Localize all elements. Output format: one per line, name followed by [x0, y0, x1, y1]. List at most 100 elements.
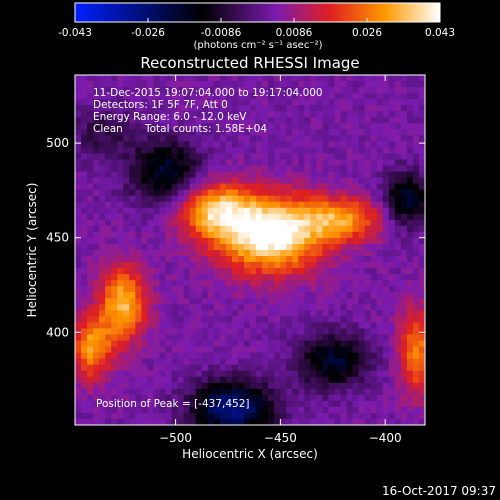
heatmap-cell — [286, 418, 293, 426]
heatmap-cell — [171, 135, 178, 142]
heatmap-cell — [376, 412, 384, 420]
heatmap-cell — [123, 171, 130, 178]
heatmap-cell — [418, 195, 426, 203]
heatmap-cell — [388, 316, 396, 323]
heatmap-cell — [237, 352, 245, 360]
heatmap-cell — [189, 382, 197, 390]
heatmap-cell — [111, 165, 118, 172]
heatmap-cell — [195, 412, 203, 420]
heatmap-cell — [358, 328, 366, 335]
heatmap-cell — [207, 225, 215, 233]
heatmap-cell — [81, 364, 88, 372]
heatmap-cell — [394, 256, 402, 263]
heatmap-cell — [117, 183, 124, 191]
heatmap-cell — [328, 111, 335, 118]
heatmap-cell — [231, 201, 239, 209]
heatmap-cell — [219, 117, 227, 124]
heatmap-cell — [274, 358, 281, 366]
heatmap-cell — [195, 231, 203, 239]
heatmap-cell — [189, 159, 197, 166]
heatmap-cell — [352, 153, 360, 160]
heatmap-cell — [340, 334, 347, 341]
heatmap-cell — [292, 201, 299, 209]
heatmap-cell — [129, 280, 136, 287]
heatmap-cell — [412, 346, 420, 353]
heatmap-cell — [225, 382, 233, 390]
heatmap-cell — [346, 129, 353, 136]
heatmap-cell — [412, 189, 420, 197]
heatmap-cell — [183, 213, 191, 221]
heatmap-cell — [340, 382, 347, 390]
heatmap-cell — [159, 111, 166, 118]
heatmap-cell — [382, 99, 390, 106]
heatmap-cell — [322, 394, 329, 402]
heatmap-cell — [81, 274, 88, 281]
heatmap-cell — [304, 165, 311, 172]
heatmap-cell — [322, 382, 329, 390]
heatmap-cell — [262, 117, 269, 124]
heatmap-cell — [304, 75, 311, 82]
heatmap-cell — [358, 231, 366, 239]
heatmap-cell — [243, 201, 251, 209]
heatmap-cell — [262, 195, 269, 203]
heatmap-cell — [129, 243, 136, 251]
heatmap-cell — [207, 358, 215, 366]
heatmap-cell — [280, 177, 287, 185]
heatmap-cell — [207, 382, 215, 390]
heatmap-cell — [189, 364, 197, 372]
heatmap-cell — [328, 87, 335, 94]
heatmap-cell — [177, 334, 185, 341]
heatmap-cell — [135, 153, 142, 160]
heatmap-cell — [75, 105, 82, 112]
heatmap-cell — [334, 358, 341, 366]
heatmap-cell — [286, 117, 293, 124]
heatmap-cell — [376, 376, 384, 384]
heatmap-cell — [280, 81, 287, 88]
heatmap-cell — [195, 147, 203, 154]
heatmap-cell — [171, 334, 178, 341]
heatmap-cell — [328, 141, 335, 148]
chart-title: Reconstructed RHESSI Image — [140, 54, 359, 72]
heatmap-cell — [171, 165, 178, 172]
heatmap-cell — [382, 123, 390, 130]
heatmap-cell — [256, 171, 263, 178]
heatmap-cell — [159, 298, 166, 305]
heatmap-cell — [412, 87, 420, 94]
heatmap-cell — [111, 418, 118, 426]
heatmap-cell — [105, 298, 112, 305]
heatmap-cell — [292, 292, 299, 299]
heatmap-cell — [231, 298, 239, 305]
heatmap-cell — [207, 129, 215, 136]
heatmap-cell — [129, 111, 136, 118]
heatmap-cell — [237, 262, 245, 269]
heatmap-cell — [388, 189, 396, 197]
heatmap-cell — [189, 310, 197, 317]
heatmap-cell — [171, 213, 178, 221]
heatmap-cell — [346, 382, 353, 390]
heatmap-cell — [105, 304, 112, 311]
heatmap-cell — [286, 195, 293, 203]
heatmap-cell — [400, 225, 408, 233]
heatmap-cell — [171, 352, 178, 360]
heatmap-cell — [412, 201, 420, 209]
heatmap-cell — [298, 412, 305, 420]
heatmap-cell — [129, 370, 136, 378]
heatmap-cell — [75, 418, 82, 426]
heatmap-cell — [346, 111, 353, 118]
heatmap-cell — [153, 141, 160, 148]
heatmap-cell — [75, 207, 82, 215]
heatmap-cell — [412, 340, 420, 347]
heatmap-cell — [280, 231, 287, 239]
heatmap-cell — [298, 364, 305, 372]
heatmap-cell — [328, 400, 335, 408]
heatmap-cell — [406, 219, 414, 227]
heatmap-cell — [93, 400, 100, 408]
heatmap-cell — [231, 412, 239, 420]
heatmap-cell — [231, 250, 239, 257]
heatmap-cell — [274, 388, 281, 396]
heatmap-cell — [195, 213, 203, 221]
heatmap-cell — [382, 400, 390, 408]
heatmap-cell — [322, 153, 329, 160]
heatmap-cell — [370, 388, 378, 396]
heatmap-cell — [328, 340, 335, 347]
